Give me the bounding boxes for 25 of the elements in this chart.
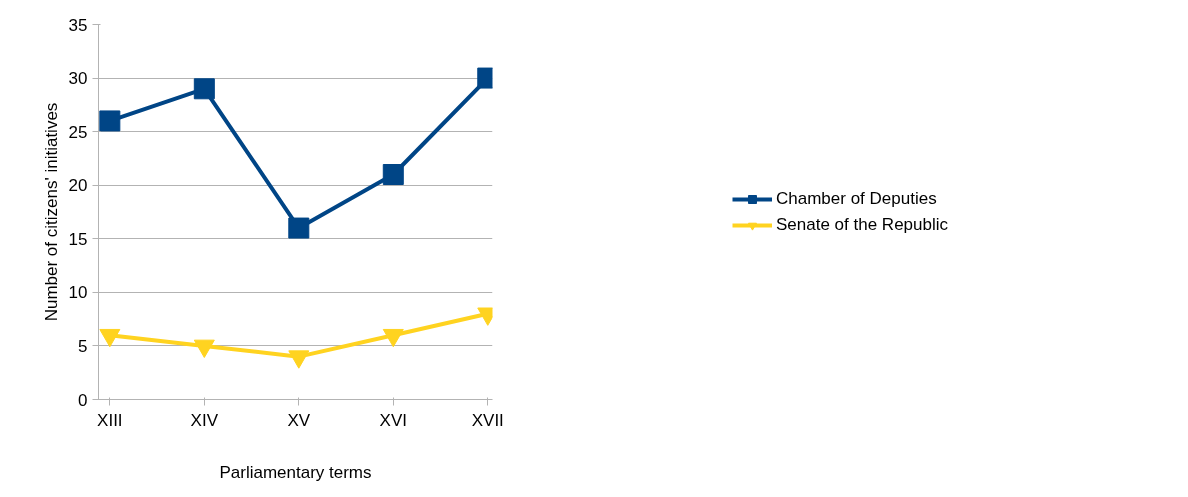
point [288,350,310,369]
y-tick-label: 25 [68,122,88,142]
point [99,328,121,348]
x-tick-label: XV [287,410,311,430]
x-tick-label: XIV [190,410,219,430]
x-tick-label: XVII [471,410,504,430]
x-tick-label: XIII [97,410,123,430]
point [288,217,310,239]
y-axis-title: Number of citizens' initiatives [41,102,61,322]
y-tick-label: 10 [68,283,88,303]
point [382,328,404,348]
y-tick-label: 0 [78,390,88,410]
point [193,339,215,358]
point [382,164,404,185]
y-tick-label: 20 [68,176,88,196]
point [99,110,121,132]
legend-label: Chamber of Deputies [775,188,937,209]
point [193,78,215,100]
x-tick-label: XVI [379,410,407,430]
x-axis-title: Parliamentary terms [219,462,372,482]
y-tick-label: 30 [68,69,88,89]
y-tick-label: 35 [68,15,88,35]
legend-label: Senate of the Republic [775,214,949,235]
y-tick-label: 15 [68,229,88,249]
y-tick-label: 5 [78,336,88,356]
